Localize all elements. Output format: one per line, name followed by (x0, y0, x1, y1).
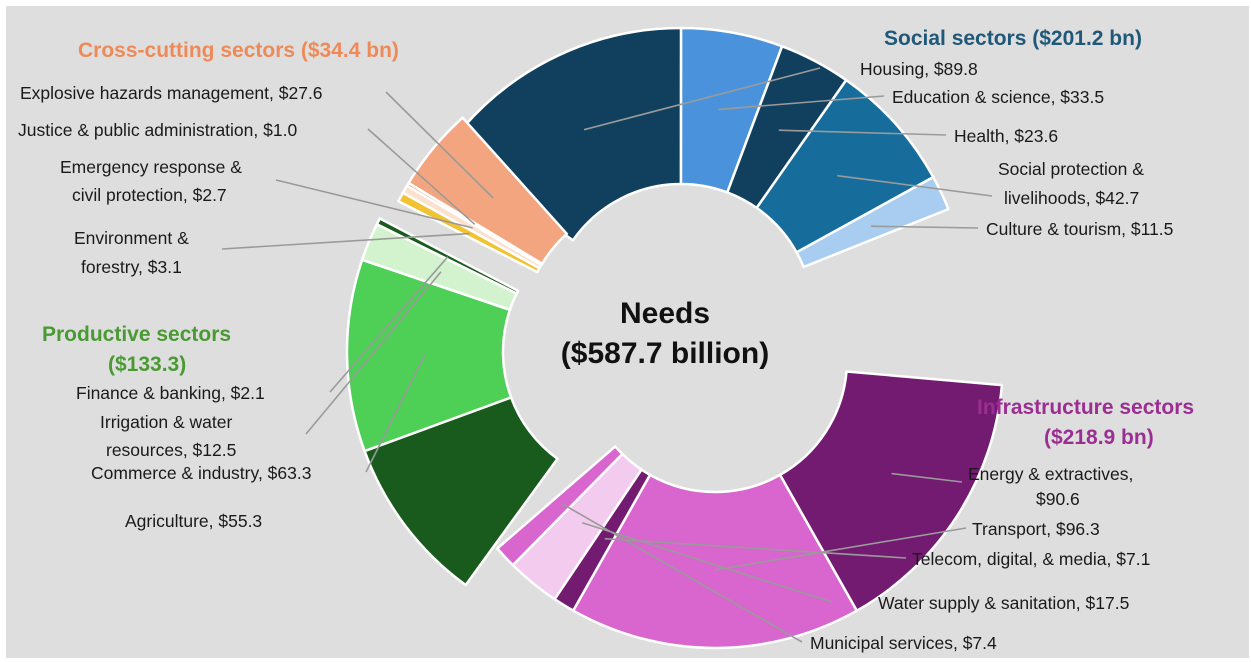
group-title-infrastructure-line1: Infrastructure sectors (977, 396, 1195, 419)
leader-line-productive-3 (329, 256, 449, 393)
group-title-productive-line1: Productive sectors (42, 323, 232, 346)
leader-line-crosscutting-0 (221, 232, 470, 250)
label-finance: Finance & banking, $2.1 (76, 383, 265, 403)
slice-infrastructure-0 (778, 370, 1004, 612)
label-energy-line2: $90.6 (1036, 489, 1080, 509)
center-title: Needs (619, 297, 711, 330)
leader-line-social-4 (870, 225, 979, 229)
slice-social-4 (795, 175, 950, 269)
label-irrigation: Irrigation & water resources, $12.5 (100, 408, 236, 464)
label-culture: Culture & tourism, $11.5 (986, 219, 1174, 239)
label-irrigation-line1: Irrigation & water (100, 412, 233, 432)
label-justice: Justice & public administration, $1.0 (18, 120, 298, 140)
leader-line-social-2 (778, 129, 947, 136)
group-title-productive-line2: ($133.3) (108, 353, 187, 376)
label-emergency-line1: Emergency response & (60, 157, 242, 177)
center-value: ($587.7 billion) (560, 337, 770, 370)
leader-line-infrastructure-3 (581, 521, 833, 603)
leader-line-crosscutting-2 (367, 128, 476, 225)
label-energy: Energy & extractives, $90.6 (968, 462, 1133, 512)
label-emergency: Emergency response & civil protection, $… (60, 153, 242, 209)
label-environment-line2: forestry, $3.1 (81, 257, 182, 277)
label-emergency-line2: civil protection, $2.7 (72, 185, 227, 205)
label-water-supply: Water supply & sanitation, $17.5 (878, 593, 1130, 613)
leader-line-productive-1 (365, 354, 426, 473)
label-environment: Environment & forestry, $3.1 (74, 224, 189, 282)
group-title-crosscutting: Cross-cutting sectors ($34.4 bn) (78, 39, 399, 62)
label-municipal: Municipal services, $7.4 (810, 633, 997, 653)
group-title-social: Social sectors ($201.2 bn) (884, 27, 1142, 50)
label-social-protection-line1: Social protection & (998, 159, 1144, 179)
leader-line-productive-2 (305, 271, 442, 435)
label-agriculture: Agriculture, $55.3 (125, 511, 263, 531)
leader-line-crosscutting-1 (275, 179, 473, 229)
group-title-infrastructure-line2: ($218.9 bn) (1044, 426, 1154, 449)
label-transport: Transport, $96.3 (972, 519, 1100, 539)
label-energy-line1: Energy & extractives, (968, 464, 1134, 484)
label-explosive: Explosive hazards management, $27.6 (20, 83, 323, 103)
leader-line-social-1 (718, 95, 885, 111)
leader-line-social-3 (837, 174, 993, 197)
label-environment-line1: Environment & (74, 228, 189, 248)
leader-line-social-0 (583, 67, 821, 131)
leader-line-infrastructure-2 (604, 537, 907, 559)
label-health: Health, $23.6 (954, 126, 1059, 146)
slice-infrastructure-4 (496, 445, 624, 567)
label-commerce: Commerce & industry, $63.3 (91, 463, 312, 483)
group-title-infrastructure: Infrastructure sectors ($218.9 bn) (977, 393, 1194, 453)
leader-line-infrastructure-1 (714, 527, 967, 571)
label-irrigation-line2: resources, $12.5 (106, 440, 237, 460)
group-title-productive: Productive sectors ($133.3) (42, 320, 231, 380)
label-telecom: Telecom, digital, & media, $7.1 (912, 549, 1151, 569)
label-social-protection: Social protection & livelihoods, $42.7 (998, 155, 1144, 213)
label-social-protection-line2: livelihoods, $42.7 (1004, 188, 1140, 208)
leader-line-infrastructure-4 (561, 502, 803, 643)
label-education: Education & science, $33.5 (892, 87, 1105, 107)
center-label: Needs ($587.7 billion) (540, 294, 790, 374)
leader-line-crosscutting-3 (385, 91, 494, 199)
slice-infrastructure-1 (571, 473, 859, 650)
label-housing: Housing, $89.8 (860, 59, 978, 79)
leader-line-infrastructure-0 (891, 472, 963, 483)
